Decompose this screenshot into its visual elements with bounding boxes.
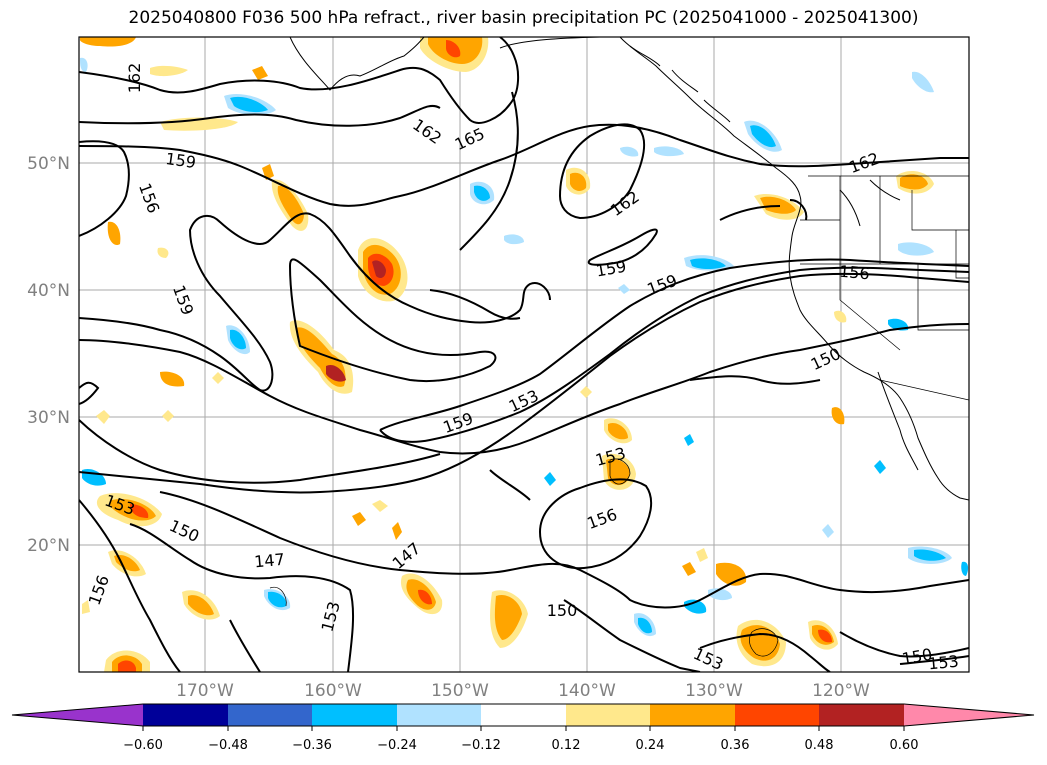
colorbar-tick-label: 0.60 [890,738,919,753]
colorbar-segment [312,704,397,726]
colorbar-tick-label: −0.12 [461,738,501,753]
colorbar-segment [566,704,650,726]
colorbar-segment [819,704,904,726]
contour-thin-lines [269,458,779,657]
lon-label-120w: 120°W [812,681,870,701]
patch-south-central [400,573,528,648]
colorbar-extend-high [904,704,1034,726]
lat-label-50n: 50°N [27,154,70,174]
lat-labels: 50°N 40°N 30°N 20°N [27,154,70,556]
colorbar-tick-label: −0.60 [123,738,163,753]
colorbar-tick-label: 0.48 [805,738,834,753]
patch-central-1 [289,320,354,394]
colorbar-segment [481,704,566,726]
lon-label-160w: 160°W [304,681,362,701]
colorbar-tick-label: 0.36 [721,738,750,753]
patch-sw-3 [182,590,220,620]
coastline [289,37,969,501]
patch-sw-1 [96,493,162,527]
label-162-a: 162 [125,63,144,94]
colorbar: −0.60 −0.48 −0.36 −0.24 −0.12 0.12 0.24 … [11,703,1035,753]
colorbar-ticks [142,726,905,731]
patch-west-small [107,179,309,387]
patch-nw-corner [80,37,136,47]
colorbar-extend-low [12,704,143,726]
lon-labels: 170°W 160°W 150°W 140°W 130°W 120°W [176,681,870,701]
patch-dots [82,66,708,614]
colorbar-tick-label: 0.12 [552,738,581,753]
lon-label-150w: 150°W [431,681,489,701]
lon-label-170w: 170°W [176,681,234,701]
lat-label-30n: 30°N [27,408,70,428]
precip-negative-patches [80,57,969,637]
label-150-c: 150 [547,601,578,620]
figure-title: 2025040800 F036 500 hPa refract., river … [128,8,919,28]
lon-label-140w: 140°W [558,681,616,701]
colorbar-segment [650,704,735,726]
contour-lines [79,37,969,672]
colorbar-tick-label: −0.48 [208,738,248,753]
label-147-a: 147 [253,550,285,572]
colorbar-segment [397,704,481,726]
colorbar-segment [735,704,819,726]
map-border [78,36,970,673]
colorbar-segment [143,704,228,726]
lon-label-130w: 130°W [685,681,743,701]
colorbar-tick-label: −0.36 [292,738,332,753]
lat-label-20n: 20°N [27,536,70,556]
colorbar-tick-labels: −0.60 −0.48 −0.36 −0.24 −0.12 0.12 0.24 … [123,738,918,753]
label-153-f: 153 [927,652,959,674]
lat-label-40n: 40°N [27,281,70,301]
patch-north-rim [420,37,489,72]
label-159-a: 159 [164,149,197,172]
label-156-b: 156 [838,262,870,284]
colorbar-tick-label: −0.24 [377,738,417,753]
map-area [79,37,969,672]
colorbar-segment [228,704,312,726]
colorbar-tick-label: 0.24 [636,738,665,753]
